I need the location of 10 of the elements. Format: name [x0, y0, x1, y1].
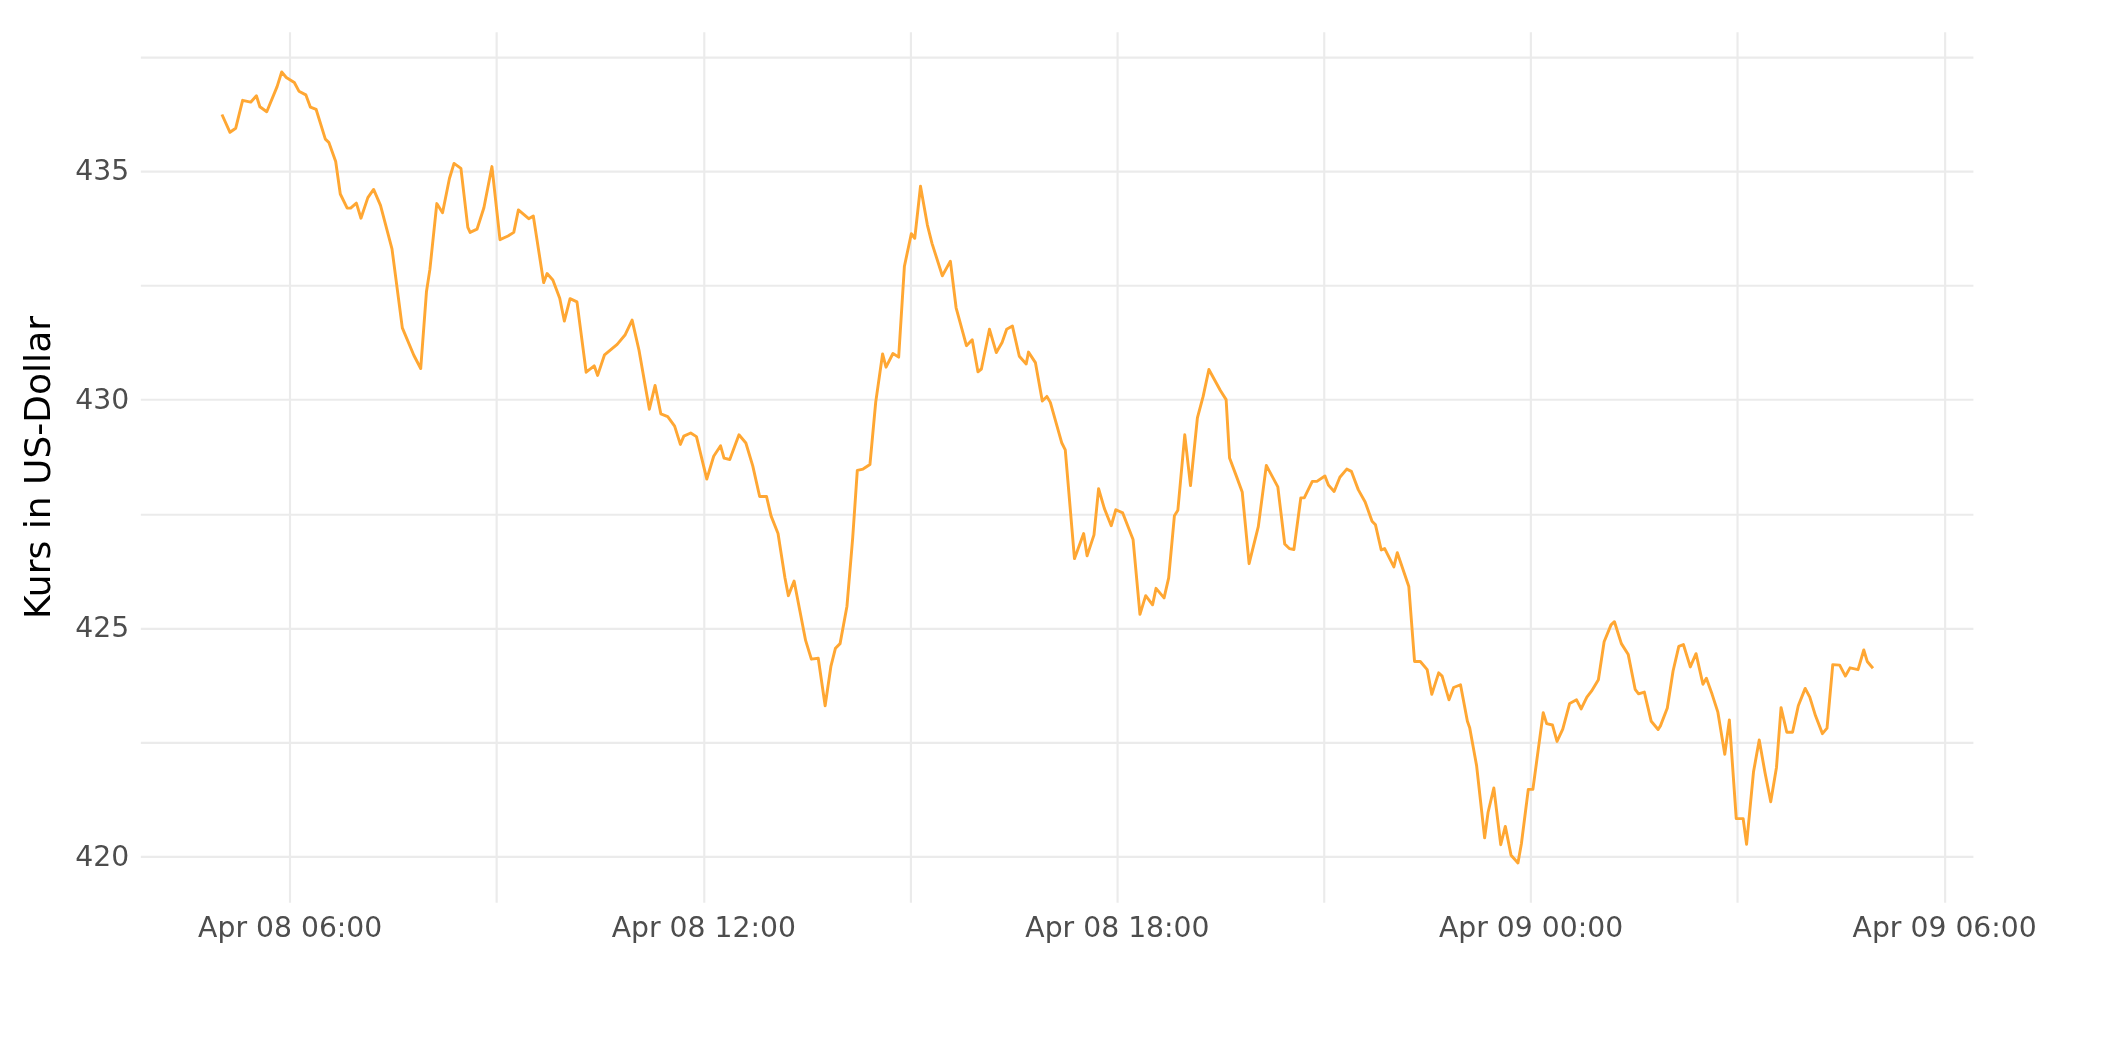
y-tick-label: 425: [75, 611, 130, 645]
y-axis-title: Kurs in US-Dollar: [16, 315, 59, 620]
y-tick-label: 435: [75, 154, 130, 188]
x-tick-label: Apr 08 18:00: [1025, 910, 1210, 944]
x-tick-label: Apr 09 00:00: [1438, 910, 1624, 944]
y-tick-label: 420: [75, 839, 130, 873]
x-tick-label: Apr 08 06:00: [198, 910, 383, 944]
x-tick-label: Apr 09 06:00: [1852, 910, 2037, 944]
y-tick-label: 430: [75, 382, 130, 416]
x-tick-label: Apr 08 12:00: [611, 910, 796, 944]
